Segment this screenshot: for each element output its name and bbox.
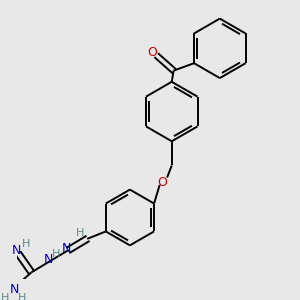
Text: O: O: [158, 176, 167, 189]
Text: H: H: [51, 249, 60, 259]
Text: O: O: [147, 46, 157, 59]
Text: H: H: [18, 293, 26, 300]
Text: N: N: [10, 283, 20, 296]
Text: H: H: [22, 239, 30, 249]
Text: N: N: [62, 242, 71, 255]
Text: N: N: [12, 244, 21, 256]
Text: H: H: [76, 228, 84, 238]
Text: N: N: [44, 253, 53, 266]
Text: H: H: [1, 293, 10, 300]
